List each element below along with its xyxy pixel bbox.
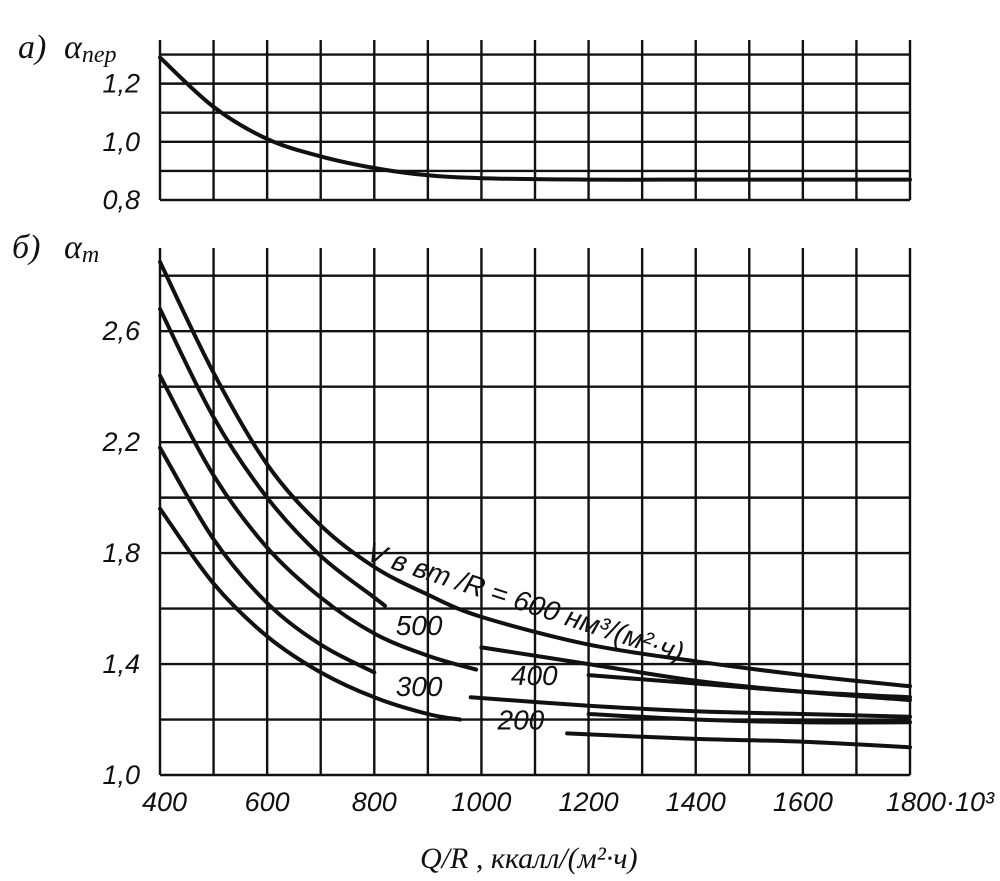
x-tick-label: 1000 [451,787,511,817]
panel-a-grid [158,40,912,202]
x-tick-label: 800 [352,787,397,817]
x-tick-label: 1600 [773,787,833,817]
x-axis-label: Q/R , ккалл/(м²·ч) [420,842,638,875]
y-tick-label: 0,8 [102,185,140,215]
curve-600 [158,259,912,689]
panel-b-ylabel: αт [64,229,99,268]
panel-b-curves [158,259,912,750]
curve-label-400: 400 [511,660,558,691]
curve-200 [158,506,462,722]
curve-500 [158,307,387,608]
panel-b-grid [158,248,912,777]
x-tick-label: 1400 [666,787,726,817]
y-tick-label: 2,6 [101,316,141,346]
curve-300 [158,445,377,675]
panel-b-y-ticks: 2,6 2,2 1,8 1,4 1,0 [101,316,141,790]
y-tick-label: 1,8 [102,538,140,568]
panel-a-chart: а) αпер 1,2 1,0 0,8 [18,29,912,215]
curve-300-tail [586,712,912,725]
panel-a-label: а) [18,29,46,66]
curve-400 [158,373,479,672]
curve-label-200: 200 [497,705,545,736]
curve-label-500: 500 [396,610,443,641]
x-tick-label: 600 [245,787,290,817]
curve-500-tail [586,673,912,700]
x-tick-label: 1800·10³ [886,787,995,817]
curve-300-continued [468,695,912,719]
y-tick-label: 1,2 [102,69,140,99]
y-tick-label: 1,0 [102,127,140,157]
curve-series [158,55,912,182]
panel-a-curves [158,55,912,182]
x-tick-label: 1200 [559,787,619,817]
panel-a-y-ticks: 1,2 1,0 0,8 [102,69,140,215]
panel-b-x-ticks: 400 600 800 1000 1200 1400 1600 1800·10³ [142,787,995,817]
panel-b-curve-labels: 500 400 300 200 [396,610,558,735]
y-tick-label: 1,0 [102,760,140,790]
panel-a-ylabel: αпер [64,29,117,68]
x-tick-label: 400 [142,787,187,817]
y-tick-label: 1,4 [102,649,140,679]
panel-b-label: б) [12,229,40,266]
curve-200-tail [565,731,912,750]
panel-b-chart: б) αт 2,6 2,2 1,8 1,4 1,0 400 600 800 1000 1200 1… [12,229,995,875]
curve-label-300: 300 [396,671,443,702]
y-tick-label: 2,2 [101,427,140,457]
